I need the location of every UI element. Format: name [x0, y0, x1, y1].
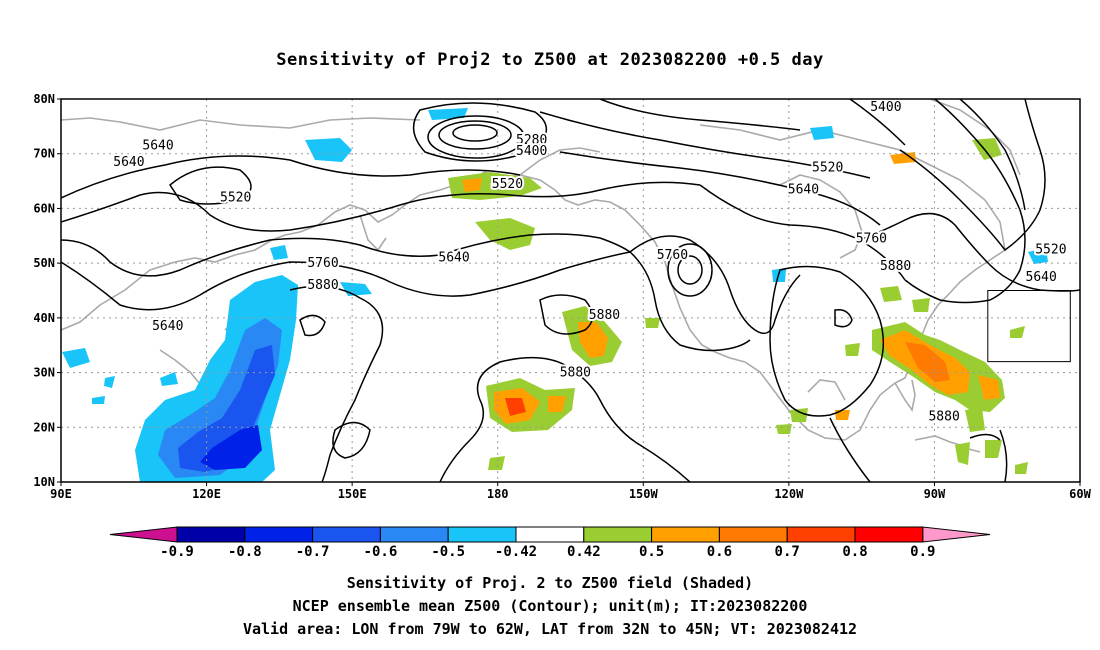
contour-label: 5280	[516, 133, 547, 148]
latitude-ticks: 10N 20N 30N 40N 50N 60N 70N 80N	[33, 92, 61, 489]
contour-label: 5520	[1035, 242, 1066, 257]
colorbar-label: 0.9	[910, 544, 935, 560]
contour-labels: 5640564055205640576058805640552052805400…	[111, 98, 1068, 426]
lon-tick-label: 60W	[1069, 487, 1091, 501]
colorbar-segment	[176, 526, 246, 543]
lon-tick-label: 120E	[192, 487, 221, 501]
longitude-ticks: 90E 120E 150E 180 150W 120W 90W 60W	[50, 482, 1092, 501]
colorbar-segment	[312, 526, 381, 543]
colorbar-segment	[515, 526, 585, 543]
colorbar-segment	[651, 526, 720, 543]
colorbar-label: 0.7	[775, 544, 800, 560]
map-title: Sensitivity of Proj2 to Z500 at 20230822…	[276, 50, 824, 70]
lat-tick-label: 40N	[33, 311, 55, 325]
contour-label: 5640	[788, 182, 819, 197]
colorbar-label: -0.5	[431, 544, 465, 560]
colorbar-label: -0.6	[364, 544, 398, 560]
caption-valid-area: Valid area: LON from 79W to 62W, LAT fro…	[242, 620, 858, 638]
colorbar-segment	[718, 526, 788, 543]
contour-label: 5880	[928, 409, 959, 424]
colorbar-segment	[854, 526, 924, 543]
contour-label: 5400	[870, 100, 901, 115]
contour-label: 5640	[438, 251, 469, 266]
colorbar-label: -0.9	[160, 544, 194, 560]
caption-contour: NCEP ensemble mean Z500 (Contour); unit(…	[292, 597, 808, 615]
colorbar-label: 0.5	[639, 544, 664, 560]
lon-tick-label: 90W	[924, 487, 946, 501]
colorbar-segment	[447, 526, 517, 543]
contour-label: 5640	[113, 155, 144, 170]
lat-tick-label: 50N	[33, 256, 55, 270]
lat-tick-label: 20N	[33, 420, 55, 434]
sensitivity-shading	[62, 108, 1048, 482]
lon-tick-label: 90E	[50, 487, 72, 501]
colorbar-label: 0.42	[567, 544, 601, 560]
colorbar-high-extend	[922, 526, 991, 543]
lon-tick-label: 150E	[338, 487, 367, 501]
lon-tick-label: 180	[487, 487, 509, 501]
colorbar-label: 0.8	[842, 544, 867, 560]
colorbar-low-extend	[109, 526, 178, 543]
contour-label: 5640	[142, 139, 173, 154]
lon-tick-label: 120W	[774, 487, 804, 501]
colorbar-segment	[583, 526, 653, 543]
colorbar-segment	[244, 526, 314, 543]
map-frame	[60, 98, 1081, 483]
lon-tick-label: 150W	[629, 487, 659, 501]
contour-label: 5400	[516, 144, 547, 159]
colorbar-label: -0.42	[495, 544, 537, 560]
lat-tick-label: 70N	[33, 147, 55, 161]
contour-label: 5880	[560, 366, 591, 381]
z500-contours	[61, 99, 1080, 482]
contour-label: 5760	[307, 256, 338, 271]
colorbar-segment	[786, 526, 856, 543]
lat-tick-label: 30N	[33, 366, 55, 380]
contour-label: 5880	[880, 259, 911, 274]
valid-area-box	[987, 290, 1071, 363]
contour-label: 5760	[856, 232, 887, 247]
colorbar-label: -0.8	[228, 544, 262, 560]
colorbar-label: -0.7	[296, 544, 330, 560]
contour-label: 5880	[589, 308, 620, 323]
colorbar: -0.9 -0.8 -0.7 -0.6 -0.5 -0.42 0.42 0.5 0.6 0.7 0.…	[109, 526, 991, 560]
caption-shading: Sensitivity of Proj. 2 to Z500 field (Sh…	[346, 574, 754, 592]
contour-label: 5520	[492, 177, 523, 192]
contour-label: 5640	[1026, 270, 1057, 285]
contour-label: 5880	[307, 278, 338, 293]
lat-tick-label: 60N	[33, 201, 55, 215]
contour-label: 5640	[152, 319, 183, 334]
colorbar-segment	[379, 526, 449, 543]
map-grid	[61, 99, 1080, 482]
lat-tick-label: 10N	[33, 475, 55, 489]
contour-label: 5760	[657, 248, 688, 263]
contour-label: 5520	[220, 190, 251, 205]
contour-label: 5520	[812, 160, 843, 175]
lat-tick-label: 80N	[33, 92, 55, 106]
colorbar-label: 0.6	[707, 544, 732, 560]
